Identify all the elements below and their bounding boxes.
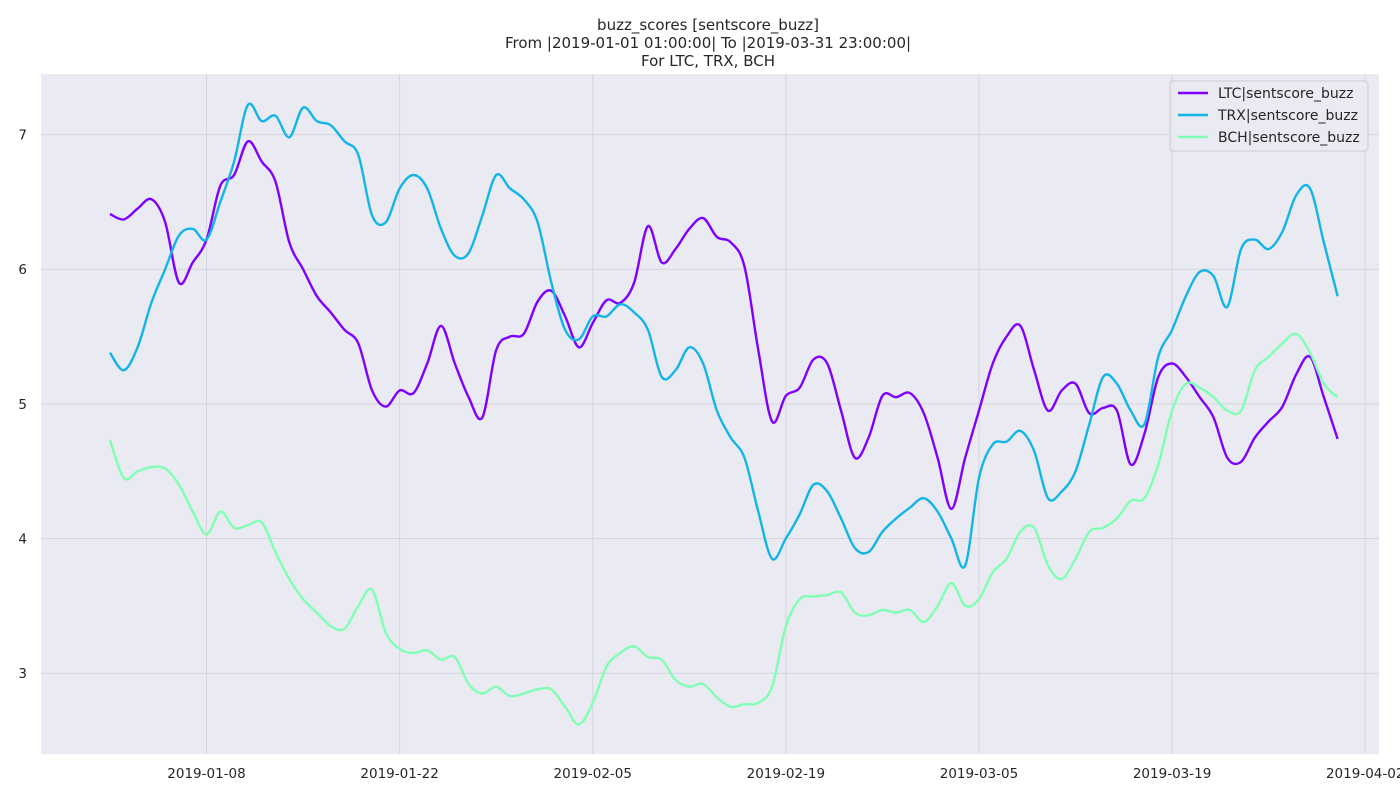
chart-title-line-3: For LTC, TRX, BCH bbox=[641, 52, 775, 70]
legend-label: BCH|sentscore_buzz bbox=[1218, 130, 1360, 146]
series-line-1 bbox=[108, 102, 1339, 569]
x-tick-label: 2019-01-22 bbox=[360, 766, 438, 782]
plot-area bbox=[41, 74, 1379, 754]
legend-box bbox=[1169, 80, 1369, 152]
legend-label: TRX|sentscore_buzz bbox=[1217, 108, 1358, 124]
x-tick-label: 2019-02-19 bbox=[747, 766, 825, 782]
y-tick-label: 7 bbox=[18, 128, 27, 144]
x-tick-label: 2019-02-05 bbox=[554, 766, 632, 782]
y-tick-label: 4 bbox=[18, 532, 27, 548]
y-axis-ticks: 3 4 5 6 7 bbox=[18, 128, 27, 683]
y-tick-label: 6 bbox=[18, 262, 27, 278]
chart-title-line-1: buzz_scores [sentscore_buzz] bbox=[597, 16, 819, 35]
chart-title: buzz_scores [sentscore_buzz] From |2019-… bbox=[505, 16, 911, 70]
legend: LTC|sentscore_buzz TRX|sentscore_buzz BCH|… bbox=[1169, 80, 1369, 152]
legend-label: LTC|sentscore_buzz bbox=[1218, 86, 1353, 102]
x-tick-label: 2019-03-19 bbox=[1133, 766, 1211, 782]
x-tick-label: 2019-03-05 bbox=[940, 766, 1018, 782]
x-tick-label: 2019-01-08 bbox=[167, 766, 245, 782]
chart-title-line-2: From |2019-01-01 01:00:00| To |2019-03-3… bbox=[505, 34, 911, 52]
y-tick-label: 5 bbox=[18, 397, 27, 413]
y-tick-label: 3 bbox=[18, 666, 27, 682]
series-layer bbox=[108, 102, 1339, 726]
x-axis-ticks: 2019-01-08 2019-01-22 2019-02-05 2019-02-19… bbox=[167, 766, 1400, 782]
x-tick-label: 2019-04-02 bbox=[1326, 766, 1400, 782]
series-line-2 bbox=[108, 332, 1339, 726]
series-line-0 bbox=[109, 140, 1339, 511]
